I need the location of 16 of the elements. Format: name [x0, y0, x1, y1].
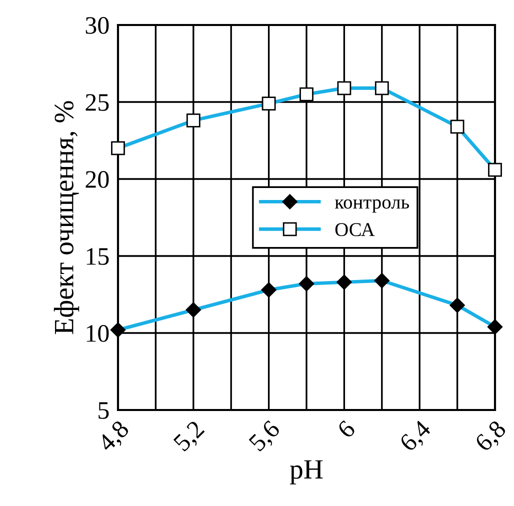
legend-label: ОСА	[335, 223, 375, 236]
y-axis-title: Ефект очищення, %	[54, 101, 80, 334]
y-tick-label: 15	[86, 248, 109, 265]
x-tick-label: 6	[336, 419, 356, 439]
x-axis-title: pH	[290, 460, 323, 484]
y-tick-label: 20	[86, 171, 109, 188]
y-tick-label: 5	[98, 402, 109, 419]
x-tick-label: 6,8	[474, 420, 510, 455]
x-tick-label: 5,6	[248, 419, 284, 454]
y-tick-label: 30	[86, 17, 109, 34]
y-tick-label: 10	[86, 325, 109, 342]
legend-label: контроль	[334, 199, 410, 213]
x-tick-label: 6,4	[398, 419, 434, 455]
x-tick-label: 5,2	[172, 420, 208, 454]
y-tick-label: 25	[86, 94, 109, 111]
x-tick-label: 4,8	[96, 420, 132, 456]
